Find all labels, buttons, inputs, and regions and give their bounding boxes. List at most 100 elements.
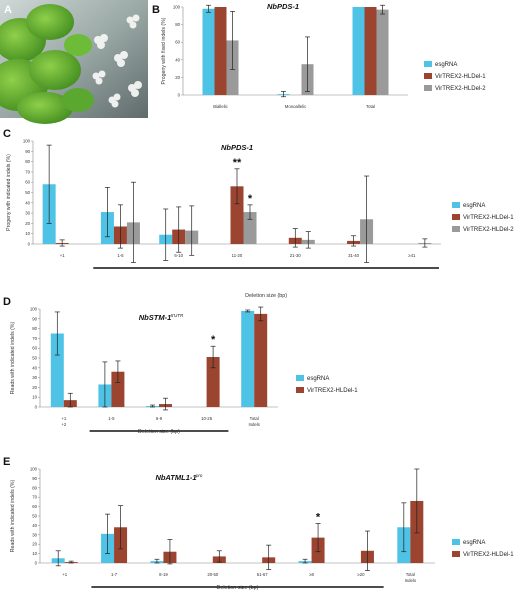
legend-label: VirTREX2-HLDel-1 xyxy=(307,388,358,394)
legend-label: esgRNA xyxy=(463,540,485,546)
bar xyxy=(206,357,220,407)
x-tick-label: ≥20 xyxy=(357,572,365,577)
y-tick-label: 30 xyxy=(32,532,37,537)
legend-swatch xyxy=(296,387,304,393)
x-tick-label: +1 xyxy=(62,572,68,577)
y-tick-label: 90 xyxy=(25,149,30,154)
x-tick-label: 11-20 xyxy=(232,253,243,258)
y-tick-label: 80 xyxy=(175,22,180,27)
y-tick-label: 20 xyxy=(25,221,30,226)
y-tick-label: 80 xyxy=(32,326,37,331)
x-tick-label: 6-10 xyxy=(174,253,183,258)
significance-marker: ** xyxy=(233,157,242,169)
y-tick-label: 40 xyxy=(32,365,37,370)
x-tick-label: 51-67 xyxy=(257,572,269,577)
x-tick-label: 1-5 xyxy=(108,416,115,421)
chart-title: NbATML1-1 xyxy=(155,473,196,482)
bar xyxy=(241,310,255,407)
y-tick-label: 100 xyxy=(23,139,31,144)
y-tick-label: 0 xyxy=(35,405,38,410)
legend-swatch xyxy=(296,375,304,381)
legend-swatch xyxy=(452,539,460,545)
chart-b: NbPDS-1 0 20 40 60 80 100 Progeny with fixed in… xyxy=(161,2,486,109)
y-axis-label: Reads with indicated indels (%) xyxy=(10,480,16,553)
legend-label: VirTREX2-HLDel-1 xyxy=(463,552,514,558)
y-tick-label: 80 xyxy=(25,159,30,164)
y-axis-label: Progeny with fixed indels (%) xyxy=(161,17,167,84)
x-tick-label: ≥8 xyxy=(309,572,314,577)
y-tick-label: 60 xyxy=(32,504,37,509)
y-tick-label: 100 xyxy=(30,307,38,312)
legend-swatch xyxy=(452,551,460,557)
x-tick-label: Total xyxy=(366,104,375,109)
x-tick-label: Biallelic xyxy=(213,104,228,109)
y-tick-label: 0 xyxy=(35,561,38,566)
legend-label: esgRNA xyxy=(435,62,457,68)
bar xyxy=(254,313,268,407)
y-tick-label: 60 xyxy=(175,40,180,45)
y-tick-label: 40 xyxy=(32,523,37,528)
x-tick-label: 6-9 xyxy=(156,416,163,421)
legend-swatch xyxy=(424,85,432,91)
legend-label: VirTREX2-HLDel-1 xyxy=(435,74,486,80)
chart-title: NbPDS-1 xyxy=(221,143,253,152)
y-tick-label: 40 xyxy=(25,200,30,205)
chart-e: NbATML1-1 pro 0 10 20 30 40 50 60 70 80 90 100 Reads … xyxy=(10,467,514,592)
legend-swatch xyxy=(452,202,460,208)
y-tick-label: 100 xyxy=(173,5,181,10)
bar xyxy=(214,7,227,95)
bar xyxy=(50,333,64,407)
bar xyxy=(202,8,215,95)
chart-title-superscript: pro xyxy=(195,473,203,478)
y-tick-label: 30 xyxy=(32,375,37,380)
bar xyxy=(364,7,377,95)
x-tick-label: +1 xyxy=(61,416,67,421)
x-tick-label: Total xyxy=(406,572,415,577)
x-tick-label: 21-30 xyxy=(290,253,302,258)
x-tick-label: 10-25 xyxy=(201,416,213,421)
x-tick-label: Total xyxy=(250,416,259,421)
panel-e-letter: E xyxy=(3,456,10,468)
x-axis-label: Deletion size (bp) xyxy=(138,429,180,435)
x-tick-label: Monoallelic xyxy=(285,104,307,109)
y-tick-label: 50 xyxy=(32,514,37,519)
chart-title-superscript: 5'UTR xyxy=(171,313,184,318)
y-tick-label: 10 xyxy=(32,395,37,400)
x-axis-label: Deletion size (bp) xyxy=(245,293,287,299)
legend-label: VirTREX2-HLDel-2 xyxy=(435,86,486,92)
y-tick-label: 20 xyxy=(32,542,37,547)
legend-label: VirTREX2-HLDel-2 xyxy=(463,227,514,233)
x-tick-label: 1-5 xyxy=(117,253,124,258)
y-axis-label: Progeny with indicated indels (%) xyxy=(6,154,12,231)
legend-swatch xyxy=(424,61,432,67)
x-tick-label: Indels xyxy=(248,422,259,427)
x-tick-label: +1 xyxy=(60,253,66,258)
bar xyxy=(376,9,389,96)
y-tick-label: 60 xyxy=(32,346,37,351)
y-tick-label: 70 xyxy=(25,169,30,174)
y-tick-label: 50 xyxy=(32,356,37,361)
panel-d-letter: D xyxy=(3,296,11,308)
x-axis-label: Deletion size (bp) xyxy=(217,585,259,591)
y-tick-label: 10 xyxy=(32,551,37,556)
y-tick-label: 20 xyxy=(175,75,180,80)
chart-title: NbSTM-1 xyxy=(139,313,172,322)
x-tick-label: 8-19 xyxy=(159,572,168,577)
chart-title: NbPDS-1 xyxy=(267,2,299,11)
x-tick-label: +2 xyxy=(61,422,67,427)
y-tick-label: 70 xyxy=(32,495,37,500)
legend-label: esgRNA xyxy=(307,376,329,382)
y-tick-label: 0 xyxy=(178,93,181,98)
legend-swatch xyxy=(452,214,460,220)
y-axis-label: Reads with indicated indels (%) xyxy=(10,322,16,395)
bar xyxy=(111,371,125,407)
x-tick-label: 1-7 xyxy=(111,572,118,577)
panel-a-photo: A xyxy=(0,0,148,124)
x-tick-label: 31-40 xyxy=(348,253,360,258)
legend-label: VirTREX2-HLDel-1 xyxy=(463,215,514,221)
y-tick-label: 40 xyxy=(175,57,180,62)
panel-a-letter: A xyxy=(4,4,12,16)
y-tick-label: 80 xyxy=(32,485,37,490)
panel-b-letter: B xyxy=(152,4,160,16)
